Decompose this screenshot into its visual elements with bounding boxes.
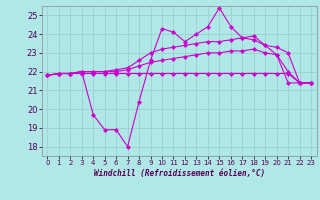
X-axis label: Windchill (Refroidissement éolien,°C): Windchill (Refroidissement éolien,°C)	[94, 169, 265, 178]
